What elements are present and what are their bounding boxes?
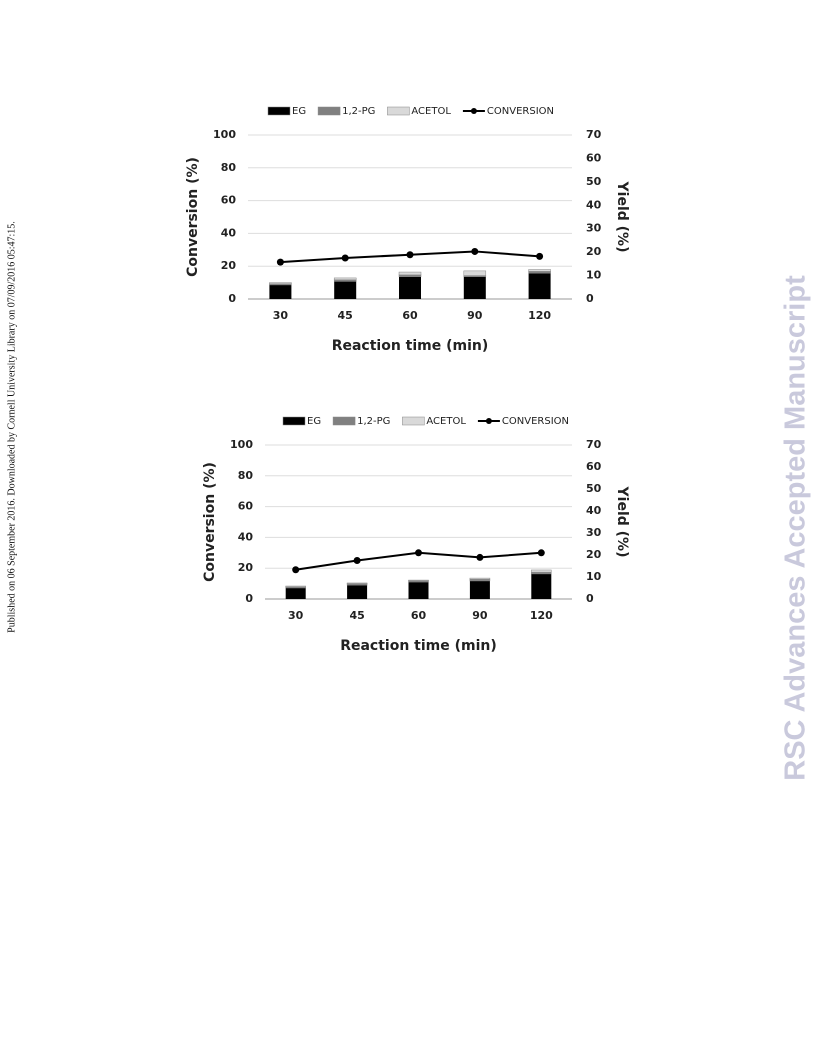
legend-label: 1,2-PG	[357, 416, 390, 427]
y-tick-label: 20	[238, 561, 254, 574]
bar-segment	[285, 588, 306, 599]
bar-segment	[399, 276, 421, 299]
bar-segment	[469, 577, 491, 580]
x-tick-label: 30	[288, 609, 304, 622]
legend-label: 1,2-PG	[342, 106, 375, 117]
y2-tick-label: 30	[586, 222, 602, 235]
bar-segment	[463, 270, 487, 276]
legend-marker	[470, 108, 477, 114]
y2-axis-title: Yield (%)	[614, 181, 630, 253]
y2-tick-label: 50	[586, 482, 602, 495]
marker	[537, 549, 545, 557]
legend-label: ACETOL	[411, 106, 451, 117]
bar-segment	[347, 585, 368, 599]
y-tick-label: 100	[230, 438, 253, 451]
side-note: Published on 06 September 2016. Download…	[6, 221, 17, 633]
marker	[276, 258, 284, 266]
bar-segment	[531, 571, 552, 575]
y2-tick-label: 40	[586, 198, 602, 211]
marker	[471, 247, 479, 255]
legend-swatch	[387, 106, 410, 116]
y-axis-title: Conversion (%)	[202, 462, 218, 582]
x-tick-label: 120	[528, 309, 551, 322]
legend-label: EG	[292, 106, 306, 117]
y2-axis-title: Yield (%)	[614, 486, 630, 558]
y2-tick-label: 20	[586, 548, 602, 561]
bar-segment	[285, 585, 306, 588]
y-tick-label: 60	[221, 194, 237, 207]
legend-swatch	[267, 106, 291, 116]
x-tick-label: 60	[402, 309, 418, 322]
bar-segment	[333, 277, 357, 281]
bar-segment	[269, 284, 292, 299]
y-tick-label: 80	[221, 161, 237, 174]
marker	[353, 557, 361, 564]
legend-label: ACETOL	[426, 416, 466, 427]
marker	[341, 254, 349, 262]
x-tick-label: 90	[472, 609, 488, 622]
legend-swatch	[402, 416, 425, 426]
x-tick-label: 45	[349, 609, 364, 622]
y2-tick-label: 30	[586, 526, 602, 539]
bar-segment	[269, 282, 292, 285]
marker	[536, 252, 544, 260]
x-tick-label: 120	[530, 609, 553, 622]
marker	[406, 251, 414, 259]
bar-segment	[528, 271, 551, 274]
y2-tick-label: 0	[586, 592, 594, 605]
y2-tick-label: 40	[586, 504, 602, 517]
legend-label: EG	[307, 416, 321, 427]
y2-tick-label: 70	[586, 438, 602, 451]
bar-segment	[469, 580, 490, 599]
bar-segment	[463, 276, 486, 299]
bar-segment	[408, 582, 429, 599]
x-tick-label: 60	[411, 609, 427, 622]
x-tick-label: 90	[467, 309, 483, 322]
x-axis-title: Reaction time (min)	[332, 338, 489, 354]
legend-swatch	[282, 416, 306, 426]
bar-segment	[398, 271, 422, 276]
y2-tick-label: 10	[586, 570, 602, 583]
y-tick-label: 100	[213, 128, 236, 141]
bar-segment	[528, 269, 551, 272]
y-tick-label: 60	[238, 500, 254, 513]
y-tick-label: 80	[238, 469, 254, 482]
bar-segment	[531, 569, 552, 573]
y2-tick-label: 50	[586, 175, 602, 188]
bar-segment	[469, 578, 491, 582]
bar-segment	[334, 281, 357, 299]
legend-swatch	[317, 106, 341, 116]
y2-tick-label: 0	[586, 292, 594, 305]
legend-swatch	[332, 416, 356, 426]
marker	[415, 549, 422, 557]
bar-segment	[346, 582, 368, 584]
bar-segment	[531, 573, 552, 599]
y2-tick-label: 60	[586, 460, 602, 473]
y-tick-label: 0	[228, 292, 236, 305]
bar-segment	[528, 273, 551, 299]
y-axis-title: Conversion (%)	[185, 157, 201, 277]
watermark: RSC Advances Accepted Manuscript	[780, 275, 812, 781]
marker	[476, 553, 484, 561]
x-tick-label: 30	[273, 309, 289, 322]
y-tick-label: 40	[221, 226, 237, 239]
legend-label: CONVERSION	[502, 416, 569, 427]
y2-tick-label: 70	[586, 128, 602, 141]
y2-tick-label: 20	[586, 245, 602, 258]
bar-segment	[398, 274, 422, 277]
y-tick-label: 0	[245, 592, 253, 605]
y2-tick-label: 60	[586, 151, 602, 164]
bar-segment	[408, 579, 429, 581]
legend-marker	[485, 418, 492, 424]
legend-label: CONVERSION	[487, 106, 554, 117]
y2-tick-label: 10	[586, 269, 602, 282]
x-axis-title: Reaction time (min)	[340, 638, 497, 654]
y-tick-label: 40	[238, 530, 254, 543]
y-tick-label: 20	[221, 259, 237, 272]
marker	[292, 566, 300, 574]
x-tick-label: 45	[338, 309, 353, 322]
